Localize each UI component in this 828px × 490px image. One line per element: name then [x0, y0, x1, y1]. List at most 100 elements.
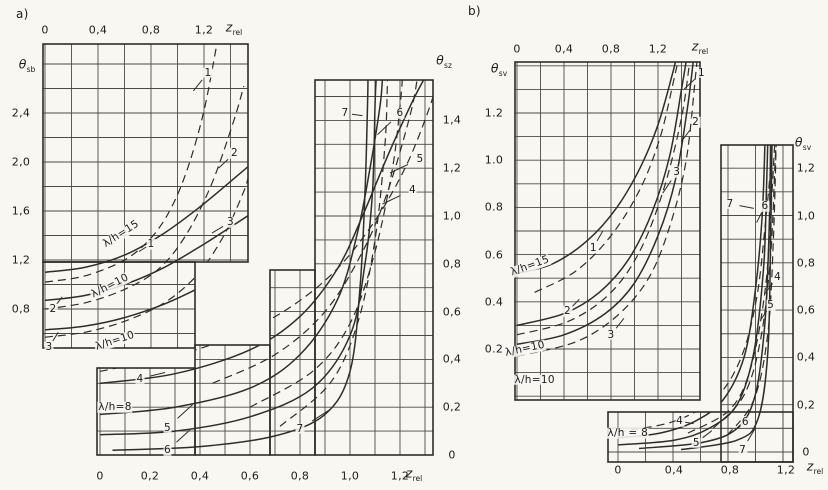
curve-label-b1: 1 [588, 241, 598, 254]
curve-label-b2: 7 [738, 443, 748, 456]
x-tick-b1: 0 [513, 42, 521, 56]
y-tick-b2: 0,6 [796, 303, 816, 317]
y-tick-b1: 0.6 [484, 248, 504, 262]
y-tick-b1: 0.8 [484, 200, 504, 214]
x-tick-a2: 0,6 [240, 469, 260, 483]
x-tick-a1: 0,4 [88, 23, 108, 37]
y-axis-label-a1: θsb [18, 56, 36, 74]
curve-label-a2: 5 [415, 152, 425, 165]
y-tick-b1: 0.2 [484, 342, 504, 356]
x-tick-a2: 1,2 [390, 469, 410, 483]
y-tick-b1: 0.4 [484, 295, 504, 309]
curve-b1-2-solid [516, 62, 687, 327]
y-tick-a1: 0,8 [11, 302, 31, 316]
y-axis-label-a2: θsz [436, 52, 452, 70]
y-tick-a1: 2,0 [11, 155, 31, 169]
curve-b2-4-dashed [617, 145, 773, 433]
curve-label-a2: 4 [135, 372, 145, 385]
x-axis-label-b2: zrel [806, 458, 824, 476]
y-tick-b2: 1,0 [796, 209, 816, 222]
curve-b2-4-solid [617, 145, 766, 439]
curves-b1 [516, 62, 698, 357]
y-tick-a2: 0,2 [442, 400, 462, 414]
curve-a1-1-dashed [44, 44, 218, 283]
curve-label-b2: 4 [773, 270, 783, 283]
curve-b1-2-dashed [516, 62, 691, 336]
x-tick-b1: 1,2 [648, 42, 668, 56]
x-tick-a2: 0,4 [190, 469, 210, 483]
x-axis-label-a2: zrel [405, 465, 423, 483]
plot-border-b1 [514, 61, 701, 401]
y-tick-b2: 0,2 [796, 398, 816, 412]
leaders-a2 [149, 113, 409, 443]
y-tick-a2: 0,6 [442, 305, 462, 319]
x-tick-b1: 0,8 [601, 42, 621, 56]
y-tick-b2: 0,4 [796, 350, 816, 364]
x-tick-a1: 1,2 [194, 23, 214, 37]
curve-label-b1: 3 [672, 165, 682, 178]
y-tick-a1: 2,4 [11, 106, 31, 120]
curve-b2-6-solid [638, 145, 772, 450]
plot-border-a1 [42, 43, 249, 349]
x-tick-b2: 0 [614, 463, 622, 477]
curve-label-b1: 3 [606, 328, 616, 341]
curve-label-b2: 5 [766, 299, 776, 312]
curve-a1-2-solid [44, 215, 248, 302]
curve-label-b1: λ/h=10 [513, 373, 556, 386]
y-tick-a2: 1,0 [442, 209, 462, 223]
y-tick-b1: 1.2 [484, 106, 504, 120]
curve-a2-4-dashed [99, 80, 433, 372]
curve-a2-5-solid [99, 80, 384, 416]
curve-label-a2: 6 [395, 106, 405, 119]
y-tick-a2: 0 [448, 448, 456, 462]
curve-label-a1: 1 [146, 237, 156, 250]
grid-a1 [43, 44, 248, 348]
grid-a2 [97, 80, 433, 455]
curve-label-a2: 5 [163, 421, 172, 434]
curve-b1-1-solid [516, 62, 677, 275]
y-tick-b2: 0 [802, 445, 810, 459]
plot-border-a2 [96, 79, 434, 456]
curve-label-a2: 7 [340, 106, 350, 119]
curve-label-b2: 5 [691, 436, 701, 449]
curve-a2-7-dashed [279, 80, 389, 427]
curve-label-a2: 4 [408, 183, 417, 196]
x-tick-a1: 0,8 [141, 23, 161, 37]
x-tick-a1: 0 [41, 23, 49, 37]
x-tick-b2: 0,8 [720, 463, 740, 477]
x-tick-b1: 0,4 [554, 42, 574, 56]
curves-a2 [99, 80, 433, 451]
y-tick-a2: 0,8 [442, 257, 462, 271]
curve-a1-1-solid [44, 166, 248, 274]
curve-label-b2: 6 [760, 199, 770, 212]
curve-a1-2-dashed [44, 85, 245, 310]
y-tick-a2: 1,4 [442, 113, 462, 127]
curve-a1-3-dashed [44, 178, 248, 338]
curve-b2-6-dashed [712, 145, 777, 429]
y-tick-a1: 1,2 [11, 253, 31, 267]
curve-b1-3-dashed [516, 62, 698, 357]
curve-label-a2: 7 [295, 422, 305, 435]
curve-label-a1: 1 [203, 66, 213, 79]
y-axis-label-b2: θsv [794, 134, 812, 152]
curves-a1 [44, 44, 248, 338]
curve-label-b2: 4 [675, 415, 685, 427]
y-tick-a1: 1,6 [11, 204, 31, 218]
leaders-a1 [52, 79, 229, 342]
y-tick-a2: 0,4 [442, 352, 462, 366]
curve-label-a1: 3 [226, 215, 235, 228]
curve-label-b2: 6 [740, 416, 750, 429]
curve-a2-6-solid [99, 80, 378, 436]
leaders-b2 [685, 205, 773, 442]
curve-label-a2: λ/h=8 [97, 400, 133, 413]
y-tick-b2: 1,2 [796, 161, 816, 175]
curve-label-a1: 3 [44, 340, 54, 353]
curve-label-b2: λ/h = 8 [606, 426, 650, 439]
x-tick-a2: 0,2 [140, 469, 160, 483]
curve-b1-3-solid [516, 62, 694, 346]
curve-a2-7-solid [112, 80, 369, 451]
curve-label-b1: 1 [696, 66, 706, 79]
curve-b2-7-solid [680, 145, 773, 451]
x-tick-a2: 0,8 [290, 469, 310, 483]
panel-b-label: b) [468, 4, 481, 18]
